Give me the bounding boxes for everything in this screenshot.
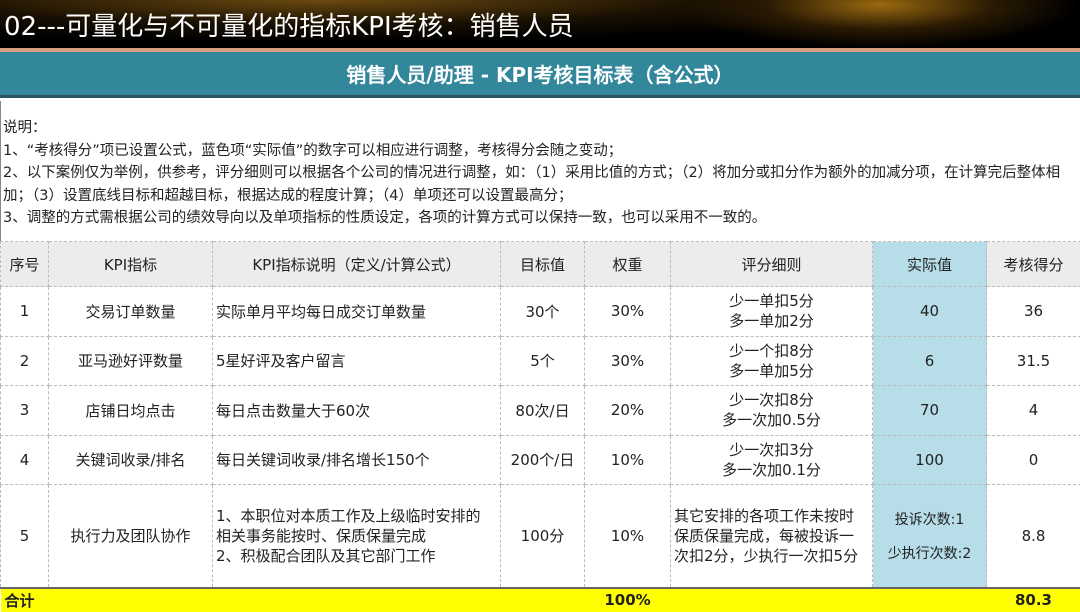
row-number: 2 <box>1 336 49 386</box>
actual-value: 70 <box>873 386 987 436</box>
actual-value-line: 少执行次数:2 <box>873 543 986 563</box>
target-value: 100分 <box>501 485 585 588</box>
scoring-rule-line: 少一次扣3分 <box>671 440 872 460</box>
scoring-rule-line: 多一次加0.5分 <box>671 410 872 430</box>
kpi-description: 5星好评及客户留言 <box>213 336 501 386</box>
notes: 说明： 1、“考核得分”项已设置公式，蓝色项“实际值”的数字可以相应进行调整，考… <box>0 101 1080 241</box>
actual-value: 6 <box>873 336 987 386</box>
score: 36 <box>987 287 1080 337</box>
target-value: 5个 <box>501 336 585 386</box>
scoring-rule-line: 多一单加2分 <box>671 311 872 331</box>
row-number: 5 <box>1 485 49 588</box>
total-weight: 100% <box>585 588 671 612</box>
target-value: 80次/日 <box>501 386 585 436</box>
target-value: 30个 <box>501 287 585 337</box>
scoring-rule-line: 多一单加5分 <box>671 361 872 381</box>
slide-header: 02---可量化与不可量化的指标KPI考核：销售人员 <box>0 0 1080 48</box>
col-header: 序号 <box>1 242 49 287</box>
kpi-description-line: 2、积极配合团队及其它部门工作 <box>216 546 500 566</box>
actual-value-line: 投诉次数:1 <box>873 509 986 529</box>
table-title: 销售人员/助理 - KPI考核目标表（含公式） <box>0 52 1080 98</box>
kpi-table: 序号 KPI指标 KPI指标说明（定义/计算公式） 目标值 权重 评分细则 实际… <box>0 241 1080 612</box>
col-header: 实际值 <box>873 242 987 287</box>
note-line: 3、调整的方式需根据公司的绩效导向以及单项指标的性质设定，各项的计算方式可以保持… <box>3 207 1078 230</box>
weight: 10% <box>585 485 671 588</box>
kpi-description: 每日关键词收录/排名增长150个 <box>213 435 501 485</box>
total-label: 合计 <box>1 588 49 612</box>
scoring-rule-line: 少一个扣8分 <box>671 341 872 361</box>
row-number: 1 <box>1 287 49 337</box>
score: 0 <box>987 435 1080 485</box>
scoring-rule-line: 多一次加0.1分 <box>671 460 872 480</box>
weight: 30% <box>585 287 671 337</box>
scoring-rule: 少一个扣8分多一单加5分 <box>671 336 873 386</box>
note-line: 1、“考核得分”项已设置公式，蓝色项“实际值”的数字可以相应进行调整，考核得分会… <box>3 140 1078 163</box>
score: 31.5 <box>987 336 1080 386</box>
scoring-rule: 少一单扣5分多一单加2分 <box>671 287 873 337</box>
kpi-name: 执行力及团队协作 <box>49 485 213 588</box>
kpi-name: 交易订单数量 <box>49 287 213 337</box>
col-header: KPI指标 <box>49 242 213 287</box>
scoring-rule: 其它安排的各项工作未按时保质保量完成，每被投诉一次扣2分，少执行一次扣5分 <box>671 485 873 588</box>
row-number: 3 <box>1 386 49 436</box>
scoring-rule-line: 次扣2分，少执行一次扣5分 <box>674 546 872 566</box>
score: 8.8 <box>987 485 1080 588</box>
scoring-rule-line: 少一单扣5分 <box>671 291 872 311</box>
scoring-rule: 少一次扣8分多一次加0.5分 <box>671 386 873 436</box>
kpi-name: 店铺日均点击 <box>49 386 213 436</box>
actual-value: 100 <box>873 435 987 485</box>
scoring-rule-line: 少一次扣8分 <box>671 390 872 410</box>
slide-title: 02---可量化与不可量化的指标KPI考核：销售人员 <box>4 6 574 43</box>
scoring-rule-line: 其它安排的各项工作未按时 <box>674 506 872 526</box>
weight: 30% <box>585 336 671 386</box>
kpi-name: 亚马逊好评数量 <box>49 336 213 386</box>
scoring-rule: 少一次扣3分多一次加0.1分 <box>671 435 873 485</box>
weight: 10% <box>585 435 671 485</box>
note-line: 2、以下案例仅为举例，供参考，评分细则可以根据各个公司的情况进行调整，如：（1）… <box>3 162 1078 207</box>
col-header: 权重 <box>585 242 671 287</box>
total-score: 80.3 <box>987 588 1080 612</box>
kpi-description-line: 相关事务能按时、保质保量完成 <box>216 526 500 546</box>
weight: 20% <box>585 386 671 436</box>
total-row: 合计 100% 80.3 <box>1 588 1080 612</box>
kpi-name: 关键词收录/排名 <box>49 435 213 485</box>
col-header: 评分细则 <box>671 242 873 287</box>
actual-value: 投诉次数:1 少执行次数:2 <box>873 485 987 588</box>
kpi-description: 每日点击数量大于60次 <box>213 386 501 436</box>
col-header: 目标值 <box>501 242 585 287</box>
scoring-rule-line: 保质保量完成，每被投诉一 <box>674 526 872 546</box>
row-number: 4 <box>1 435 49 485</box>
kpi-description: 实际单月平均每日成交订单数量 <box>213 287 501 337</box>
note-line: 说明： <box>3 117 1078 140</box>
score: 4 <box>987 386 1080 436</box>
actual-value: 40 <box>873 287 987 337</box>
header-row: 序号 KPI指标 KPI指标说明（定义/计算公式） 目标值 权重 评分细则 实际… <box>1 242 1080 287</box>
kpi-description-line: 1、本职位对本质工作及上级临时安排的 <box>216 506 500 526</box>
target-value: 200个/日 <box>501 435 585 485</box>
col-header: 考核得分 <box>987 242 1080 287</box>
col-header: KPI指标说明（定义/计算公式） <box>213 242 501 287</box>
